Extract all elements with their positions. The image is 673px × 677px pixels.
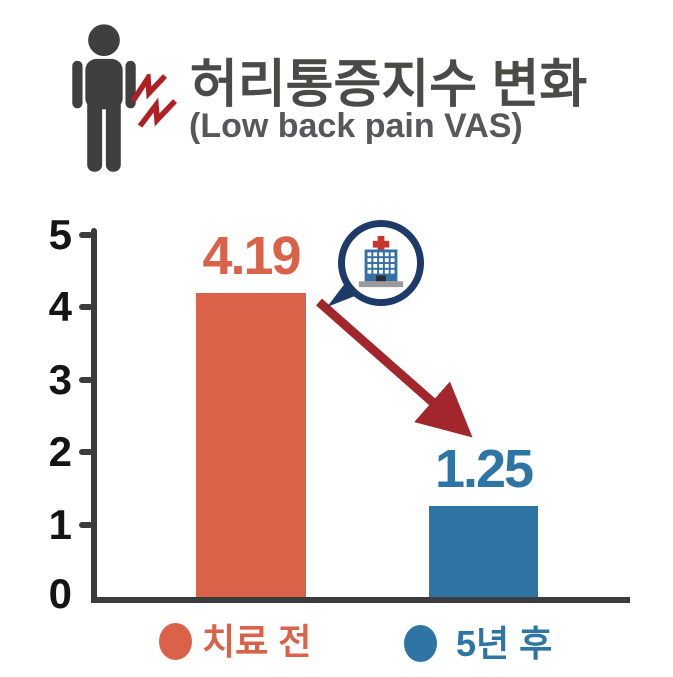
speech-bubble	[338, 220, 424, 306]
legend-dot-before	[159, 623, 192, 660]
value-label-before: 4.19	[202, 226, 301, 287]
y-tick-label-3: 3	[48, 355, 72, 403]
decrease-arrow	[316, 298, 473, 438]
y-axis	[91, 228, 97, 603]
y-tick-mark-1	[79, 521, 93, 528]
y-tick-mark-2	[79, 449, 93, 455]
value-label-after: 1.25	[434, 439, 534, 500]
y-tick-label-0: 0	[48, 570, 72, 617]
legend-dot-after	[404, 625, 437, 662]
page-subtitle: (Low back pain VAS)	[189, 107, 523, 145]
y-tick-mark-5	[79, 231, 93, 238]
y-tick-mark-4	[79, 304, 93, 310]
hospital-icon	[358, 236, 404, 288]
y-tick-mark-3	[79, 376, 93, 383]
y-tick-label-1: 1	[48, 500, 72, 548]
x-axis	[91, 597, 630, 603]
pain-lightning-icon	[131, 74, 177, 128]
page-title: 허리통증지수 변화	[190, 56, 588, 114]
person-with-back-pain-icon	[72, 24, 136, 172]
bar-before-treatment	[196, 293, 306, 597]
legend-label-after: 5년 후	[456, 623, 553, 664]
legend-label-before: 치료 전	[202, 621, 312, 662]
y-tick-label-5: 5	[48, 210, 72, 258]
bar-after-5-years	[429, 506, 538, 597]
y-tick-label-4: 4	[48, 283, 72, 330]
y-tick-label-2: 2	[48, 428, 72, 475]
